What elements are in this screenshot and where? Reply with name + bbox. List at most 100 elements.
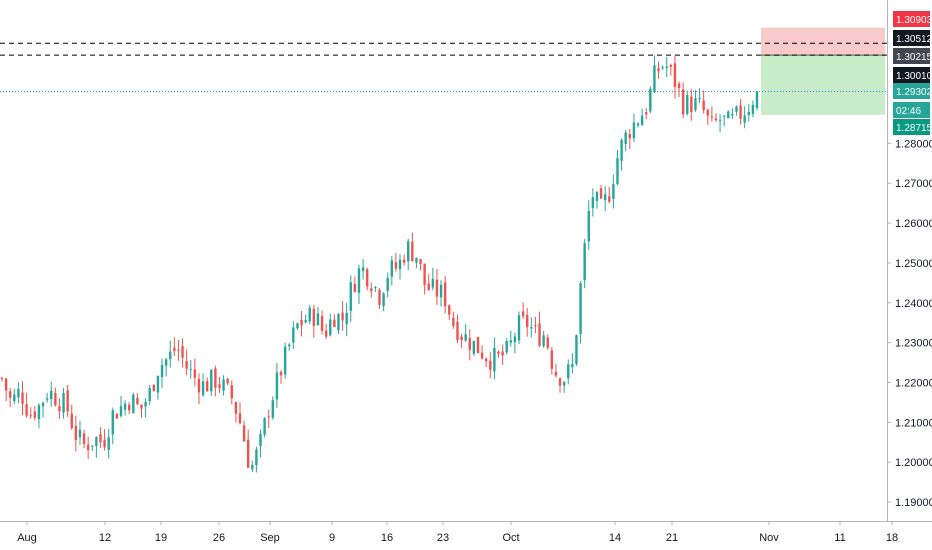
take-profit-zone[interactable] [761, 55, 885, 115]
candle [591, 188, 595, 217]
candle [123, 400, 127, 416]
candle [583, 239, 586, 289]
candle [415, 257, 418, 269]
candle [62, 387, 65, 419]
candle [271, 396, 275, 420]
candle [156, 375, 160, 400]
candle [751, 100, 755, 118]
candle [333, 314, 336, 328]
x-tick-label: 18 [886, 532, 898, 544]
price-axis[interactable]: 1.19000 1.20000 1.21000 1.22000 1.23000 1.240… [887, 138, 932, 509]
candle [222, 375, 225, 396]
candle [288, 343, 291, 351]
time-axis[interactable]: Aug 12 19 26 Sep 9 16 23 Oct 14 21 Nov 11 18 [17, 521, 898, 544]
candle [554, 363, 558, 378]
candle [58, 398, 61, 419]
candle [193, 358, 197, 387]
price-tag: 1.30512 [893, 30, 932, 46]
candle [218, 377, 221, 393]
candle [706, 108, 709, 125]
stop-loss-zone[interactable] [761, 27, 885, 56]
candle [661, 65, 664, 70]
candle [283, 342, 287, 379]
candle [341, 301, 344, 331]
price-tag: 1.30010 [893, 67, 932, 83]
candle [45, 392, 49, 403]
x-tick-label: 12 [99, 532, 111, 544]
price-tags: 1.30903 1.30512 1.30215 1.30010 1.29302 02:46… [893, 11, 932, 135]
candle [521, 302, 525, 319]
candle [423, 263, 426, 295]
candle [300, 310, 303, 337]
candle [464, 324, 467, 342]
candle [9, 387, 12, 408]
candle [448, 304, 451, 320]
candle [361, 259, 365, 280]
candle [735, 105, 738, 116]
candle [169, 340, 172, 368]
candle [612, 174, 615, 209]
candle [628, 128, 631, 150]
candle [480, 345, 484, 360]
candle [292, 321, 295, 349]
candle [575, 334, 578, 366]
candle [17, 382, 20, 404]
candle [304, 314, 307, 324]
candle [599, 185, 603, 200]
candle [78, 420, 82, 445]
candle [324, 323, 328, 340]
candle [562, 381, 566, 393]
candle [747, 103, 750, 122]
candle [230, 380, 233, 405]
candle [677, 81, 681, 98]
candle [493, 337, 496, 380]
candle [484, 357, 488, 368]
candle [41, 401, 45, 418]
horizontal-levels[interactable] [0, 42, 887, 92]
candle [164, 357, 168, 377]
candle [349, 275, 352, 322]
candle [82, 429, 86, 449]
candle [579, 280, 582, 344]
candle [382, 292, 385, 312]
candle [714, 113, 718, 123]
candle [312, 304, 316, 338]
candle [722, 115, 726, 127]
candle [337, 312, 340, 334]
svg-text:02:46: 02:46 [896, 106, 921, 117]
x-tick-label: 26 [213, 532, 225, 544]
candle [189, 359, 192, 379]
candle [509, 330, 513, 347]
position-zones[interactable] [761, 27, 885, 115]
candle [365, 267, 369, 291]
candle [148, 384, 151, 406]
x-tick-label: 23 [437, 532, 449, 544]
candle [91, 445, 94, 451]
price-tag: 1.30215 [893, 48, 932, 64]
candle [119, 396, 123, 418]
candle [345, 302, 348, 337]
candle [378, 288, 381, 309]
candle [443, 275, 447, 314]
candle [558, 377, 562, 393]
candle [115, 413, 119, 419]
candle [111, 407, 114, 445]
y-tick-label: 1.25000 [895, 258, 932, 270]
candle [50, 381, 53, 407]
price-tag: 1.29302 [893, 83, 932, 99]
candle [665, 56, 668, 78]
candle [640, 108, 644, 126]
candle [201, 373, 205, 398]
candle [140, 404, 143, 418]
x-tick-label: 14 [609, 532, 621, 544]
candle [398, 254, 402, 280]
price-tag: 1.30903 [893, 11, 932, 27]
candle [439, 280, 443, 307]
candle [21, 381, 24, 416]
candle [402, 254, 406, 266]
candle [657, 61, 660, 79]
candle [0, 376, 4, 382]
candle [546, 334, 549, 350]
y-tick-label: 1.22000 [895, 377, 932, 389]
